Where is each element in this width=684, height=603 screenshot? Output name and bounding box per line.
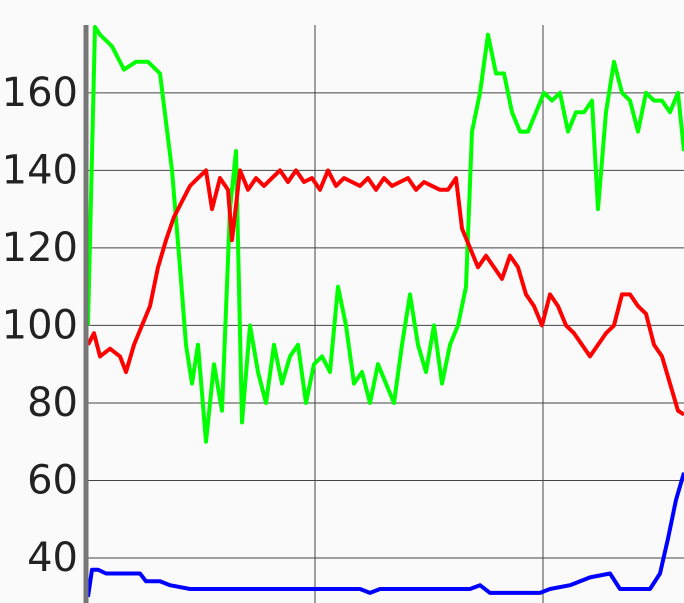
y-tick-label: 160	[2, 70, 78, 116]
y-tick-label: 140	[2, 147, 78, 193]
y-tick-label: 120	[2, 225, 78, 271]
series-line	[86, 472, 684, 598]
y-tick-label: 100	[2, 302, 78, 348]
series-line	[86, 168, 684, 417]
y-tick-label: 40	[27, 535, 78, 581]
series-line	[86, 24, 684, 444]
y-tick-label: 80	[27, 380, 78, 426]
plot-area	[86, 24, 684, 598]
y-tick-label: 60	[27, 457, 78, 503]
